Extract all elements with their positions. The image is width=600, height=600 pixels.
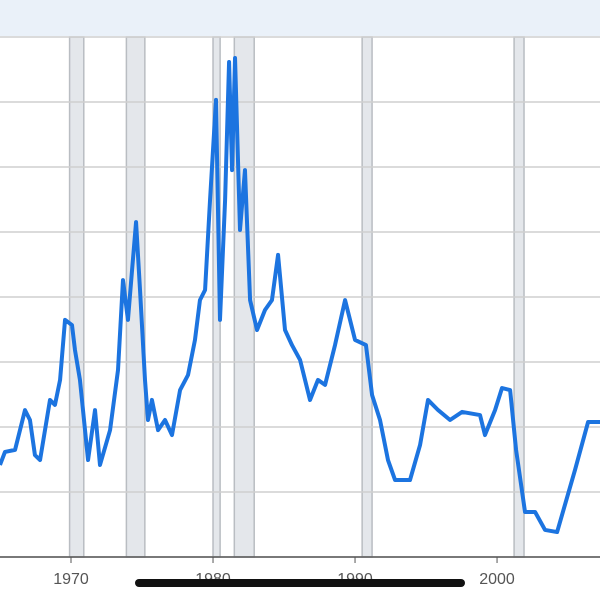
series xyxy=(0,56,600,535)
header-band xyxy=(0,0,600,36)
x-tick-label: 2000 xyxy=(479,571,515,588)
home-indicator xyxy=(135,579,465,587)
series-line xyxy=(0,56,600,535)
x-tick-label: 1970 xyxy=(53,571,89,588)
grid xyxy=(0,36,600,558)
